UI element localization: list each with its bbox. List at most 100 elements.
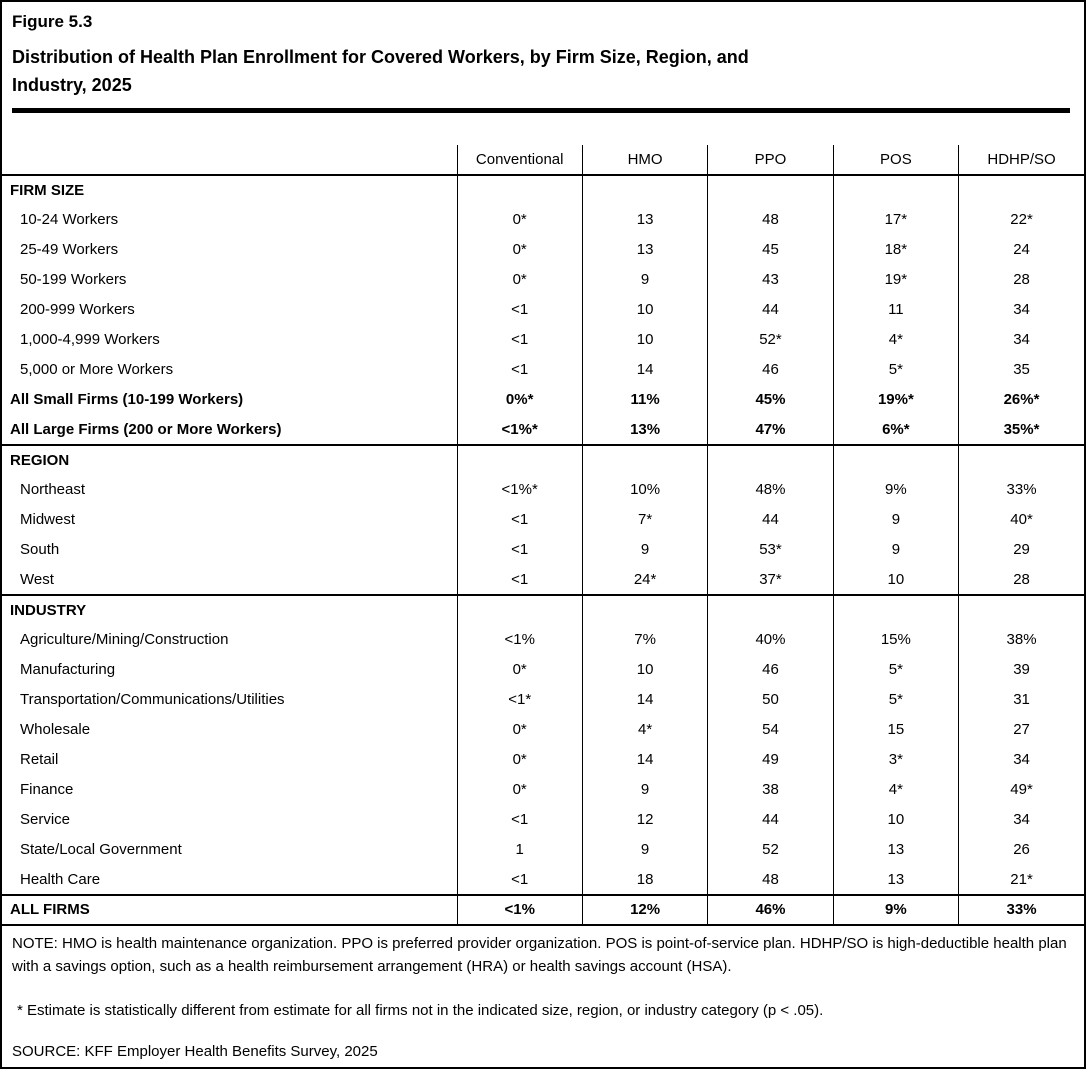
value-cell: 45% (707, 384, 834, 415)
row-label: 1,000-4,999 Workers (20, 331, 160, 349)
table-row: Agriculture/Mining/Construction <1% 7% 40% 1… (2, 624, 1084, 655)
value-cell: 13 (581, 204, 708, 235)
value-cell: 44 (707, 804, 834, 835)
value-cell: 49* (958, 774, 1084, 805)
section-header-row: FIRM SIZE (2, 173, 1084, 205)
value-cell: 22* (958, 204, 1084, 235)
empty-cell (456, 593, 583, 625)
value-cell: 0* (456, 654, 583, 685)
table-row: Finance 0* 9 38 4* 49* (2, 774, 1084, 805)
empty-cell (581, 593, 708, 625)
value-cell: 0* (456, 744, 583, 775)
value-cell: 34 (958, 804, 1084, 835)
value-cell: 40% (707, 624, 834, 655)
value-cell: 35%* (958, 414, 1084, 445)
value-cell: 37* (707, 564, 834, 595)
value-cell: 6%* (832, 414, 959, 445)
value-cell: 0* (456, 234, 583, 265)
value-cell: 48 (707, 864, 834, 895)
empty-cell (958, 593, 1084, 625)
value-cell: 45 (707, 234, 834, 265)
value-cell: <1%* (456, 414, 583, 445)
value-cell: <1%* (456, 474, 583, 505)
empty-cell (832, 593, 959, 625)
table-row: 200-999 Workers <1 10 44 11 34 (2, 294, 1084, 325)
value-cell: 3* (832, 744, 959, 775)
row-label: State/Local Government (20, 841, 182, 859)
value-cell: 19* (832, 264, 959, 295)
table-row: Health Care <1 18 48 13 21* (2, 864, 1084, 895)
value-cell: 0* (456, 774, 583, 805)
value-cell: 40* (958, 504, 1084, 535)
value-cell: 47% (707, 414, 834, 445)
row-label: Manufacturing (20, 661, 116, 679)
row-label: Health Care (20, 870, 101, 888)
value-cell: <1% (456, 624, 583, 655)
value-cell: 9% (832, 893, 959, 926)
value-cell: 0* (456, 204, 583, 235)
value-cell: 35 (958, 354, 1084, 385)
value-cell: <1* (456, 684, 583, 715)
row-label: Service (20, 811, 71, 829)
table-row: Manufacturing 0* 10 46 5* 39 (2, 654, 1084, 685)
row-label: ALL FIRMS (2, 893, 457, 926)
table-row: Service <1 12 44 10 34 (2, 804, 1084, 835)
value-cell: 26 (958, 834, 1084, 865)
value-cell: 10 (581, 294, 708, 325)
value-cell: 4* (832, 774, 959, 805)
value-cell: 0* (456, 714, 583, 745)
value-cell: 31 (958, 684, 1084, 715)
value-cell: 13 (832, 834, 959, 865)
note-text: NOTE: HMO is health maintenance organiza… (12, 934, 1067, 976)
table-row: Transportation/Communications/Utilities <… (2, 684, 1084, 715)
row-label: 10-24 Workers (20, 211, 119, 229)
value-cell: 24* (581, 564, 708, 595)
row-label: Transportation/Communications/Utilities (20, 691, 285, 709)
page-title-line-1: Distribution of Health Plan Enrollment f… (12, 47, 749, 67)
row-label: Retail (20, 751, 59, 769)
value-cell: 13 (581, 234, 708, 265)
value-cell: 38% (958, 624, 1084, 655)
section-header: INDUSTRY (2, 593, 457, 625)
row-label: 50-199 Workers (20, 271, 127, 289)
value-cell: 10% (581, 474, 708, 505)
value-cell: 24 (958, 234, 1084, 265)
value-cell: 7* (581, 504, 708, 535)
table-row: 5,000 or More Workers <1 14 46 5* 35 (2, 354, 1084, 385)
row-label: 200-999 Workers (20, 301, 135, 319)
value-cell: 12% (581, 893, 708, 926)
value-cell: 48% (707, 474, 834, 505)
value-cell: 7% (581, 624, 708, 655)
table-row: State/Local Government 1 9 52 13 26 (2, 834, 1084, 865)
value-cell: 21* (958, 864, 1084, 895)
value-cell: 14 (581, 744, 708, 775)
value-cell: 46 (707, 354, 834, 385)
value-cell: 10 (832, 564, 959, 595)
value-cell: 28 (958, 264, 1084, 295)
row-label: West (20, 570, 54, 588)
footnotes: NOTE: HMO is health maintenance organiza… (2, 926, 1084, 1061)
title-rule (12, 107, 1070, 113)
value-cell: 9% (832, 474, 959, 505)
table-header-row: Conventional HMO PPO POS HDHP/SO (2, 144, 1084, 176)
value-cell: <1 (456, 354, 583, 385)
row-label: All Small Firms (10-199 Workers) (10, 391, 244, 409)
table-row: Northeast <1%* 10% 48% 9% 33% (2, 474, 1084, 505)
row-label: 25-49 Workers (20, 241, 119, 259)
value-cell: 39 (958, 654, 1084, 685)
table-body: FIRM SIZE 10-24 Workers 0* 13 48 17* 22* 25-49 … (2, 173, 1084, 926)
table-row: ALL FIRMS <1% 12% 46% 9% 33% (2, 893, 1084, 926)
empty-cell (581, 443, 708, 475)
value-cell: 34 (958, 744, 1084, 775)
table-row: All Small Firms (10-199 Workers) 0%* 11% 45… (2, 384, 1084, 415)
value-cell: 10 (581, 654, 708, 685)
empty-cell (958, 173, 1084, 205)
value-cell: 26%* (958, 384, 1084, 415)
column-header-conventional: Conventional (456, 144, 583, 176)
value-cell: 9 (832, 504, 959, 535)
column-header-ppo: PPO (707, 144, 834, 176)
table-row: Retail 0* 14 49 3* 34 (2, 744, 1084, 775)
value-cell: 4* (832, 324, 959, 355)
row-label: Wholesale (20, 721, 91, 739)
